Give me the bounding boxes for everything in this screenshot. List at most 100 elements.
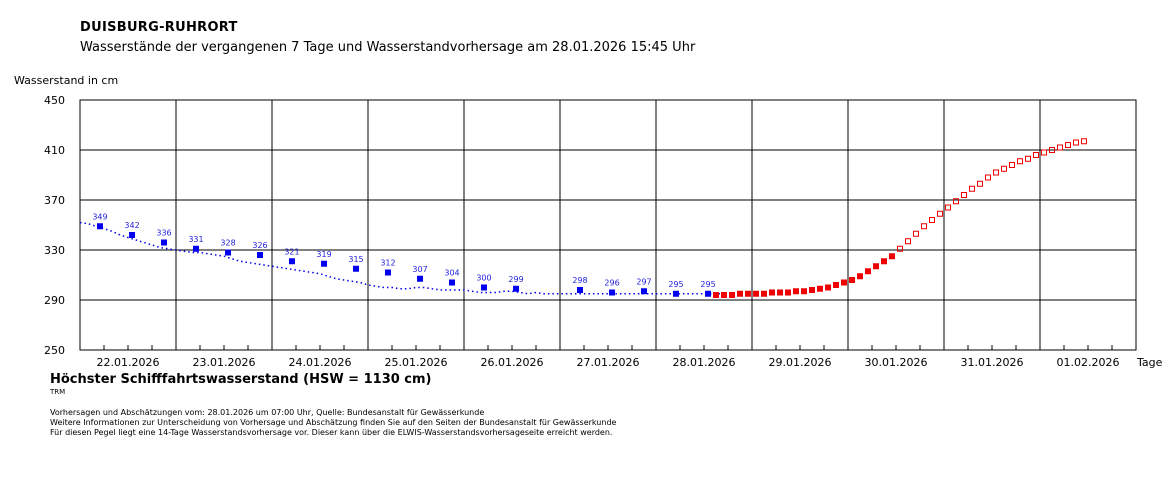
estimate-point [857, 273, 863, 280]
y-tick-label: 290 [44, 294, 65, 307]
forecast-point [897, 245, 904, 252]
x-tick-label: 30.01.2026 [865, 356, 928, 369]
measured-point [257, 252, 263, 258]
forecast-point [1041, 149, 1048, 156]
forecast-point [984, 174, 991, 181]
measured-point [641, 288, 647, 295]
measured-value-label: 315 [348, 255, 363, 264]
measured-point [192, 245, 199, 252]
forecast-point [1032, 152, 1039, 158]
chart-subtitle: Wasserstände der vergangenen 7 Tage und … [80, 40, 696, 55]
note-info: Weitere Informationen zur Unterscheidung… [50, 418, 617, 427]
measured-value-label: 326 [252, 241, 267, 250]
measured-point [609, 289, 616, 296]
measured-point [480, 284, 487, 291]
note-14-days: Für diesen Pegel liegt eine 14-Tage Wass… [50, 428, 613, 437]
measured-point [705, 290, 712, 297]
estimate-point [881, 258, 887, 265]
measured-point [417, 275, 424, 282]
measured-point [321, 260, 328, 267]
x-tick-label: 22.01.2026 [97, 356, 160, 369]
measured-point [576, 287, 583, 293]
estimate-point [825, 284, 832, 291]
estimate-point [744, 290, 751, 297]
series-measured: 349 342 336 331 328 326 321 319 315 312 307 304 300 2… [79, 212, 721, 297]
forecast-point [993, 169, 1000, 176]
x-tick-label: 28.01.2026 [673, 356, 736, 369]
estimate-point [753, 290, 760, 297]
x-tick-label: 24.01.2026 [289, 356, 352, 369]
measured-value-label: 300 [476, 274, 491, 283]
measured-point [288, 258, 295, 265]
forecast-point [1073, 139, 1079, 146]
measured-value-label: 299 [508, 275, 523, 284]
measured-point [353, 265, 359, 272]
measured-value-label: 321 [284, 247, 299, 256]
x-tick-label: 25.01.2026 [385, 356, 448, 369]
y-tick-labels: 250 290 330 370 410 450 [44, 94, 65, 357]
measured-value-label: 295 [668, 280, 683, 289]
trm-label: TRM [50, 388, 66, 396]
forecast-point [1001, 165, 1007, 172]
forecast-point [960, 192, 967, 198]
measured-point [96, 223, 103, 230]
series-forecast [897, 138, 1087, 252]
measured-point [161, 239, 167, 246]
forecast-point [929, 217, 935, 223]
forecast-point [1025, 155, 1031, 162]
estimate-point [833, 282, 839, 288]
forecast-point [1017, 158, 1024, 165]
measured-value-label: 304 [444, 269, 459, 278]
forecast-point [1080, 138, 1087, 145]
estimate-point [801, 288, 808, 295]
measured-value-label: 298 [572, 276, 587, 285]
estimate-point [849, 277, 856, 283]
measured-value-label: 328 [220, 239, 235, 248]
estimate-point [720, 292, 727, 298]
plot-frame [79, 99, 1137, 351]
forecast-point [905, 238, 911, 245]
estimate-point [864, 268, 871, 275]
forecast-point [953, 198, 959, 205]
y-tick-label: 450 [44, 94, 65, 107]
x-tick-label: 29.01.2026 [769, 356, 832, 369]
measured-value-label: 297 [636, 277, 651, 286]
estimate-point [737, 290, 743, 297]
forecast-point [912, 230, 919, 237]
hsw-label: Höchster Schifffahrtswasserstand (HSW = … [50, 372, 432, 387]
forecast-point [921, 223, 928, 230]
estimate-point [777, 289, 784, 296]
measured-point [384, 269, 391, 276]
x-tick-label: 27.01.2026 [577, 356, 640, 369]
estimate-point [873, 263, 880, 270]
estimate-point [713, 292, 719, 298]
note-source: Vorhersagen und Abschätzungen vom: 28.01… [50, 408, 485, 417]
forecast-point [936, 210, 943, 217]
forecast-point [1056, 144, 1063, 151]
station-title: DUISBURG-RUHRORT [80, 20, 238, 35]
estimate-point [785, 289, 791, 296]
measured-value-label: 296 [604, 279, 619, 288]
measured-value-label: 295 [700, 280, 715, 289]
measured-value-label: 307 [412, 265, 427, 274]
estimate-point [840, 279, 847, 286]
forecast-point [1049, 147, 1055, 153]
estimate-point [768, 289, 775, 296]
series-estimate [713, 253, 895, 298]
measured-point [225, 249, 232, 256]
forecast-point [1008, 162, 1015, 168]
measured-value-label: 331 [188, 235, 203, 244]
y-tick-label: 250 [44, 344, 65, 357]
forecast-point [977, 180, 983, 187]
x-tick-label: 31.01.2026 [961, 356, 1024, 369]
forecast-point [1065, 142, 1072, 148]
measured-value-label: 342 [124, 221, 139, 230]
estimate-point [809, 287, 815, 293]
x-tick-label: 23.01.2026 [193, 356, 256, 369]
measured-value-label: 312 [380, 259, 395, 268]
estimate-point [792, 288, 799, 295]
grid [79, 99, 1137, 351]
y-tick-label: 330 [44, 244, 65, 257]
forecast-point [969, 185, 976, 192]
